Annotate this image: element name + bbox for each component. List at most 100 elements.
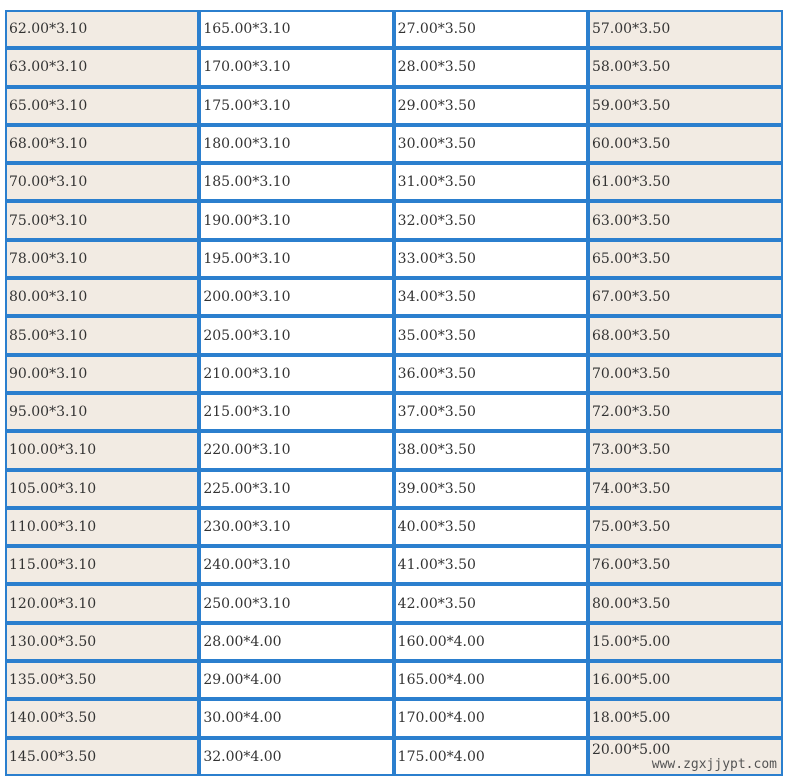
cell-value: 170.00*3.10 (203, 59, 291, 76)
table-cell: 39.00*3.50 (393, 469, 588, 508)
table-cell: 38.00*3.50 (393, 431, 588, 470)
table-cell: 175.00*4.00 (393, 737, 588, 776)
table-row: 100.00*3.10 220.00*3.10 38.00*3.50 73.00*3.… (5, 431, 783, 470)
cell-value: 20.00*5.00 (591, 741, 671, 758)
cell-value: 41.00*3.50 (397, 557, 476, 574)
table-cell: 145.00*3.50 (5, 737, 200, 776)
table-cell: 215.00*3.10 (199, 392, 394, 432)
table-cell: 63.00*3.50 (587, 201, 783, 240)
cell-value: 63.00*3.10 (9, 59, 88, 76)
table-row: 62.00*3.10 165.00*3.10 27.00*3.50 57.00*3.5… (5, 10, 783, 49)
table-cell: 85.00*3.10 (5, 316, 200, 355)
cell-value: 42.00*3.50 (397, 595, 476, 612)
cell-value: 250.00*3.10 (203, 595, 291, 612)
table-cell: 135.00*3.50 (5, 661, 200, 700)
cell-value: 145.00*3.50 (9, 748, 97, 765)
table-cell: 15.00*5.00 (587, 622, 783, 662)
table-cell: 250.00*3.10 (199, 584, 394, 623)
cell-value: 90.00*3.10 (9, 365, 88, 382)
cell-value: 70.00*3.50 (591, 365, 671, 382)
spec-table: 62.00*3.10 165.00*3.10 27.00*3.50 57.00*3.5… (5, 10, 783, 776)
table-cell: 175.00*3.10 (199, 86, 394, 125)
table-row: 68.00*3.10 180.00*3.10 30.00*3.50 60.00*3.5… (5, 124, 783, 164)
table-row: 110.00*3.10 230.00*3.10 40.00*3.50 75.00*3.… (5, 507, 783, 547)
table-cell: 28.00*4.00 (199, 622, 394, 662)
table-cell: 40.00*3.50 (393, 507, 588, 547)
cell-value: 110.00*3.10 (9, 519, 97, 535)
cell-value: 95.00*3.10 (9, 404, 88, 421)
table-row: 135.00*3.50 29.00*4.00 165.00*4.00 16.00*5.… (5, 661, 783, 700)
table-cell: 29.00*4.00 (199, 661, 394, 700)
cell-value: 15.00*5.00 (591, 633, 671, 650)
cell-value: 61.00*3.50 (591, 174, 671, 191)
cell-value: 80.00*3.10 (9, 289, 88, 306)
table-cell: 20.00*5.00 www.zgxjjypt.com (587, 737, 783, 776)
table-cell: 41.00*3.50 (393, 546, 588, 585)
cell-value: 190.00*3.10 (203, 212, 291, 229)
table-cell: 68.00*3.50 (587, 316, 783, 355)
cell-value: 105.00*3.10 (9, 480, 97, 497)
table-cell: 31.00*3.50 (393, 163, 588, 202)
table-row: 90.00*3.10 210.00*3.10 36.00*3.50 70.00*3.5… (5, 354, 783, 393)
table-cell: 37.00*3.50 (393, 392, 588, 432)
cell-value: 60.00*3.50 (591, 136, 671, 153)
table-row: 120.00*3.10 250.00*3.10 42.00*3.50 80.00*3.… (5, 584, 783, 623)
cell-value: 70.00*3.10 (9, 174, 88, 191)
table-cell: 61.00*3.50 (587, 163, 783, 202)
cell-value: 215.00*3.10 (203, 404, 291, 421)
table-cell: 180.00*3.10 (199, 124, 394, 164)
cell-value: 29.00*4.00 (203, 672, 282, 689)
table-row: 70.00*3.10 185.00*3.10 31.00*3.50 61.00*3.5… (5, 163, 783, 202)
table-cell: 57.00*3.50 (587, 10, 783, 49)
table-cell: 75.00*3.10 (5, 201, 200, 240)
table-cell: 105.00*3.10 (5, 469, 200, 508)
cell-value: 225.00*3.10 (203, 480, 291, 497)
table-cell: 32.00*3.50 (393, 201, 588, 240)
cell-value: 230.00*3.10 (203, 519, 291, 535)
table-row: 78.00*3.10 195.00*3.10 33.00*3.50 65.00*3.5… (5, 239, 783, 279)
cell-value: 220.00*3.10 (203, 442, 291, 459)
cell-value: 58.00*3.50 (591, 59, 671, 76)
cell-value: 120.00*3.10 (9, 595, 97, 612)
table-cell: 110.00*3.10 (5, 507, 200, 547)
table-row: 65.00*3.10 175.00*3.10 29.00*3.50 59.00*3.5… (5, 86, 783, 125)
table-cell: 36.00*3.50 (393, 354, 588, 393)
table-cell: 58.00*3.50 (587, 48, 783, 87)
table-cell: 62.00*3.10 (5, 10, 200, 49)
cell-value: 175.00*4.00 (397, 748, 485, 765)
cell-value: 34.00*3.50 (397, 289, 476, 306)
table-cell: 68.00*3.10 (5, 124, 200, 164)
table-cell: 29.00*3.50 (393, 86, 588, 125)
table-cell: 165.00*4.00 (393, 661, 588, 700)
cell-value: 65.00*3.50 (591, 250, 671, 267)
table-cell: 73.00*3.50 (587, 431, 783, 470)
table-cell: 70.00*3.10 (5, 163, 200, 202)
cell-value: 175.00*3.10 (203, 97, 291, 114)
cell-value: 57.00*3.50 (591, 21, 671, 38)
table-cell: 240.00*3.10 (199, 546, 394, 585)
cell-value: 160.00*4.00 (397, 633, 485, 650)
cell-value: 200.00*3.10 (203, 289, 291, 306)
table-cell: 195.00*3.10 (199, 239, 394, 279)
table-row: 145.00*3.50 32.00*4.00 175.00*4.00 20.00*5.… (5, 737, 783, 776)
cell-value: 165.00*4.00 (397, 672, 485, 689)
cell-value: 195.00*3.10 (203, 250, 291, 267)
cell-value: 30.00*4.00 (203, 710, 282, 727)
cell-value: 37.00*3.50 (397, 404, 476, 421)
cell-value: 185.00*3.10 (203, 174, 291, 191)
table-cell: 63.00*3.10 (5, 48, 200, 87)
table-cell: 115.00*3.10 (5, 546, 200, 585)
table-cell: 30.00*3.50 (393, 124, 588, 164)
table-cell: 59.00*3.50 (587, 86, 783, 125)
table-cell: 65.00*3.50 (587, 239, 783, 279)
table-cell: 28.00*3.50 (393, 48, 588, 87)
table-cell: 72.00*3.50 (587, 392, 783, 432)
cell-value: 27.00*3.50 (397, 21, 476, 38)
table-cell: 67.00*3.50 (587, 278, 783, 317)
table-cell: 210.00*3.10 (199, 354, 394, 393)
table-cell: 140.00*3.50 (5, 699, 200, 738)
table-cell: 165.00*3.10 (199, 10, 394, 49)
cell-value: 73.00*3.50 (591, 442, 671, 459)
table-cell: 34.00*3.50 (393, 278, 588, 317)
table-cell: 32.00*4.00 (199, 737, 394, 776)
